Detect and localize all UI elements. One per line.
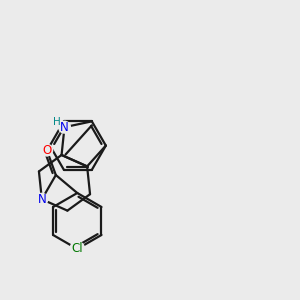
Circle shape — [70, 242, 85, 256]
Text: O: O — [42, 144, 51, 157]
Text: H: H — [53, 117, 61, 127]
Circle shape — [36, 194, 48, 205]
Text: Cl: Cl — [71, 242, 83, 256]
Circle shape — [41, 144, 52, 156]
Circle shape — [58, 121, 70, 133]
Text: N: N — [38, 193, 46, 206]
Text: N: N — [60, 121, 69, 134]
